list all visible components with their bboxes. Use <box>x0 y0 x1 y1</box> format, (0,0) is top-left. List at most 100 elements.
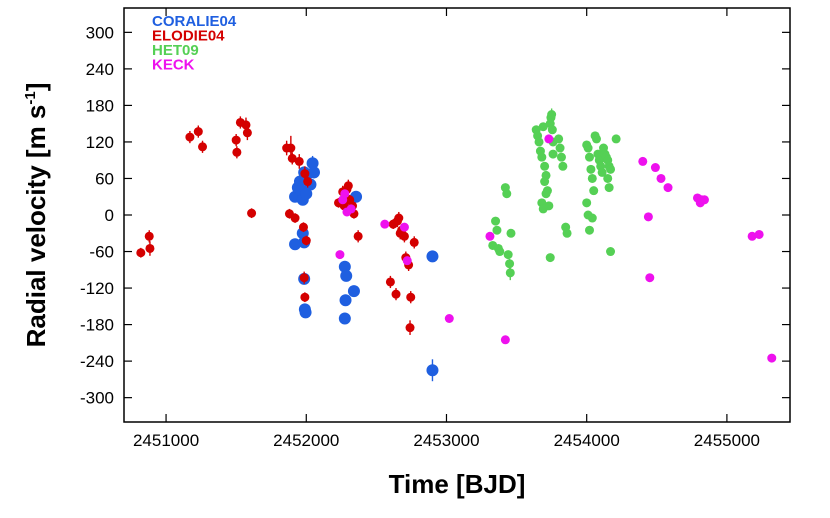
data-point <box>656 173 666 183</box>
y-axis-title-sup: -1 <box>22 91 39 104</box>
data-point <box>643 212 653 222</box>
data-point <box>544 134 554 144</box>
data-point <box>145 243 155 253</box>
data-point <box>604 183 614 193</box>
y-axis-title: Radial velocity [m s-1] <box>21 83 51 348</box>
data-point <box>747 231 757 241</box>
data-point <box>294 156 304 166</box>
data-point <box>353 231 363 241</box>
data-point <box>343 181 353 191</box>
data-point <box>548 149 558 159</box>
data-point <box>538 122 548 132</box>
data-point <box>391 289 401 299</box>
y-tick-label: -240 <box>80 352 114 371</box>
y-tick-label: 240 <box>86 60 114 79</box>
data-point <box>290 213 300 223</box>
data-point <box>587 213 597 223</box>
data-point <box>340 269 353 282</box>
x-tick-label: 2455000 <box>694 431 760 450</box>
data-point <box>502 189 512 199</box>
data-point <box>583 143 593 153</box>
data-point <box>426 250 439 263</box>
data-point <box>198 142 208 152</box>
data-point <box>409 237 419 247</box>
data-point <box>540 161 550 171</box>
data-point <box>232 147 242 157</box>
data-point <box>534 137 544 147</box>
axis-ticks: 2451000 2452000 2453000 2454000 2455000 300 24… <box>80 8 790 450</box>
series-elodie04 <box>136 116 419 335</box>
legend-entry: ELODIE04 <box>152 28 225 45</box>
data-marks <box>136 108 777 382</box>
data-point <box>300 187 313 200</box>
y-axis-title-end: ] <box>21 83 51 92</box>
data-point <box>491 216 501 226</box>
data-point <box>298 222 308 232</box>
x-tick-label: 2452000 <box>273 431 339 450</box>
data-point <box>500 335 510 345</box>
data-point <box>492 225 502 235</box>
plot-frame <box>123 7 791 423</box>
data-point <box>385 277 395 287</box>
data-point <box>399 231 409 241</box>
data-point <box>611 134 621 144</box>
data-point <box>306 157 319 170</box>
legend-entry: KECK <box>152 57 195 74</box>
series-het09 <box>488 108 621 281</box>
data-point <box>592 134 602 144</box>
data-point <box>554 134 564 144</box>
data-point <box>597 167 607 177</box>
y-tick-label: 180 <box>86 96 114 115</box>
data-point <box>394 213 404 223</box>
data-point <box>300 292 310 302</box>
data-point <box>650 163 660 173</box>
y-tick-label: 120 <box>86 133 114 152</box>
data-point <box>338 260 351 273</box>
y-tick-label: -120 <box>80 279 114 298</box>
x-axis-title: Time [BJD] <box>389 469 526 499</box>
data-point <box>505 259 515 269</box>
data-point <box>307 166 320 179</box>
data-point <box>547 125 557 135</box>
x-tick-label: 2453000 <box>413 431 479 450</box>
data-point <box>584 225 594 235</box>
data-point <box>699 195 709 205</box>
series-coralie04 <box>289 155 439 382</box>
data-point <box>503 250 513 260</box>
data-point <box>485 231 495 241</box>
data-point <box>347 285 360 298</box>
data-point <box>299 273 309 283</box>
data-point <box>558 161 568 171</box>
data-point <box>402 256 412 266</box>
data-point <box>538 204 548 214</box>
data-point <box>638 156 648 166</box>
data-point <box>506 228 516 238</box>
data-point <box>586 164 596 174</box>
data-point <box>606 247 616 257</box>
data-point <box>582 198 592 208</box>
y-axis-title-main: Radial velocity [m s <box>21 105 51 348</box>
data-point <box>537 152 547 162</box>
data-point <box>185 132 195 142</box>
data-point <box>303 177 313 187</box>
data-point <box>547 110 557 120</box>
data-point <box>495 247 505 257</box>
data-point <box>606 164 616 174</box>
data-point <box>505 268 515 278</box>
data-point <box>767 353 777 363</box>
data-point <box>556 152 566 162</box>
data-point <box>287 153 297 163</box>
y-tick-label: 60 <box>95 169 114 188</box>
data-point <box>584 152 594 162</box>
data-point <box>380 219 390 229</box>
data-point <box>335 250 345 260</box>
data-point <box>289 238 302 251</box>
data-point <box>231 135 241 145</box>
data-point <box>144 231 154 241</box>
data-point <box>405 323 415 333</box>
data-point <box>339 294 352 307</box>
data-point <box>242 128 252 138</box>
y-tick-label: -300 <box>80 389 114 408</box>
data-point <box>399 222 409 232</box>
